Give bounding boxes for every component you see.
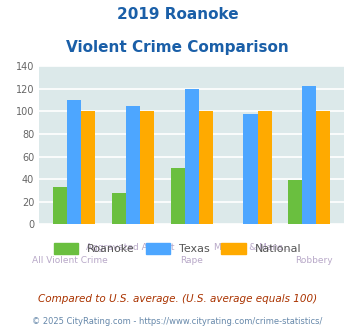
- Bar: [258, 111, 272, 224]
- Bar: [112, 193, 126, 224]
- Bar: [170, 168, 185, 224]
- Bar: [53, 187, 67, 224]
- Bar: [288, 180, 302, 224]
- Text: Rape: Rape: [180, 256, 203, 265]
- Bar: [185, 89, 199, 224]
- Bar: [140, 111, 154, 224]
- Bar: [199, 111, 213, 224]
- Text: All Violent Crime: All Violent Crime: [32, 256, 108, 265]
- Text: Compared to U.S. average. (U.S. average equals 100): Compared to U.S. average. (U.S. average …: [38, 294, 317, 304]
- Text: Murder & Mans...: Murder & Mans...: [214, 243, 291, 251]
- Bar: [81, 111, 95, 224]
- Text: 2019 Roanoke: 2019 Roanoke: [117, 7, 238, 21]
- Bar: [67, 100, 81, 224]
- Legend: Roanoke, Texas, National: Roanoke, Texas, National: [49, 239, 306, 258]
- Bar: [302, 86, 316, 224]
- Text: Violent Crime Comparison: Violent Crime Comparison: [66, 40, 289, 54]
- Text: © 2025 CityRating.com - https://www.cityrating.com/crime-statistics/: © 2025 CityRating.com - https://www.city…: [32, 317, 323, 326]
- Bar: [244, 114, 258, 224]
- Bar: [316, 111, 331, 224]
- Text: Robbery: Robbery: [295, 256, 333, 265]
- Bar: [126, 106, 140, 224]
- Text: Aggravated Assault: Aggravated Assault: [86, 243, 175, 251]
